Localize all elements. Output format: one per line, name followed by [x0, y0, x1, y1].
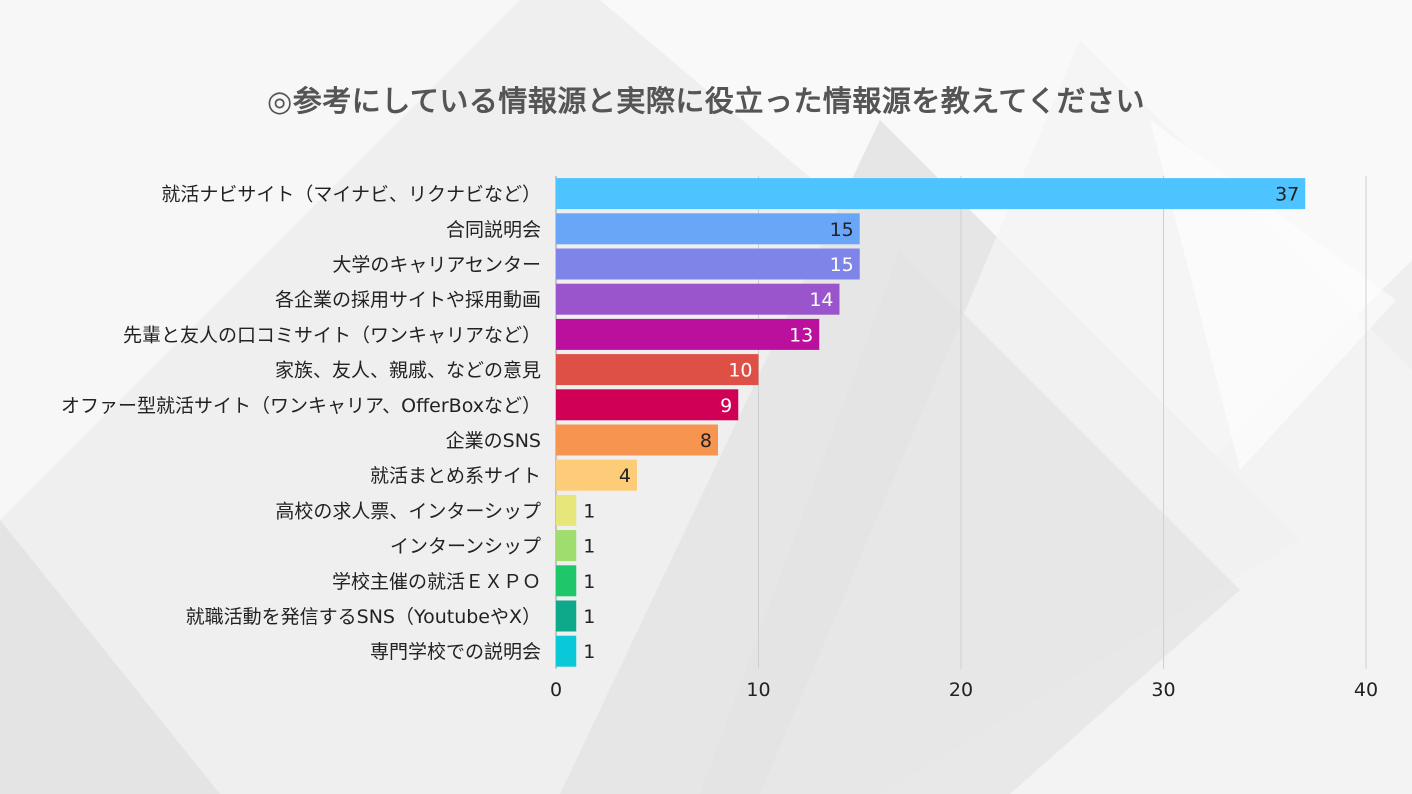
bar — [556, 459, 637, 491]
category-label: 就活まとめ系サイト — [370, 465, 541, 487]
bar — [556, 389, 739, 421]
data-label: 1 — [583, 500, 595, 522]
data-label: 1 — [583, 571, 595, 593]
data-label: 4 — [619, 465, 631, 487]
category-label: インターンシップ — [390, 536, 541, 558]
category-label: オファー型就活サイト（ワンキャリア、OfferBoxなど） — [61, 395, 541, 417]
category-label: 専門学校での説明会 — [370, 641, 541, 663]
data-label: 13 — [789, 324, 813, 346]
bar — [556, 424, 718, 456]
category-label: 学校主催の就活ＥＸＰＯ — [332, 571, 541, 593]
bar — [556, 354, 759, 386]
bar — [556, 494, 577, 526]
category-label: 就活ナビサイト（マイナビ、リクナビなど） — [161, 184, 541, 206]
bar — [556, 318, 820, 350]
data-label: 15 — [830, 254, 854, 276]
category-label: 就職活動を発信するSNS（YoutubeやX） — [186, 606, 541, 628]
category-label: 大学のキャリアセンター — [332, 254, 541, 276]
data-label: 10 — [728, 360, 752, 382]
x-tick-label: 30 — [1151, 679, 1175, 701]
x-tick-label: 20 — [949, 679, 973, 701]
x-tick-label: 10 — [746, 679, 770, 701]
bar — [556, 248, 860, 280]
category-label: 合同説明会 — [446, 219, 541, 241]
data-label: 1 — [583, 536, 595, 558]
data-label: 15 — [830, 219, 854, 241]
category-label: 企業のSNS — [446, 430, 541, 452]
data-label: 8 — [700, 430, 712, 452]
bar — [556, 635, 577, 667]
category-label: 各企業の採用サイトや採用動画 — [275, 289, 541, 311]
x-tick-label: 40 — [1354, 679, 1378, 701]
bar — [556, 213, 860, 245]
data-label: 1 — [583, 641, 595, 663]
category-label: 高校の求人票、インターシップ — [275, 500, 541, 522]
bar — [556, 283, 840, 315]
bar — [556, 600, 577, 632]
data-label: 9 — [720, 395, 732, 417]
x-tick-label: 0 — [550, 679, 562, 701]
bar — [556, 178, 1306, 210]
bar — [556, 530, 577, 562]
category-label: 家族、友人、親戚、などの意見 — [275, 360, 541, 382]
data-label: 14 — [809, 289, 833, 311]
data-label: 37 — [1275, 184, 1299, 206]
data-label: 1 — [583, 606, 595, 628]
bar — [556, 565, 577, 597]
chart-title: ◎参考にしている情報源と実際に役立った情報源を教えてください — [266, 84, 1146, 118]
category-label: 先輩と友人の口コミサイト（ワンキャリアなど） — [123, 324, 541, 346]
